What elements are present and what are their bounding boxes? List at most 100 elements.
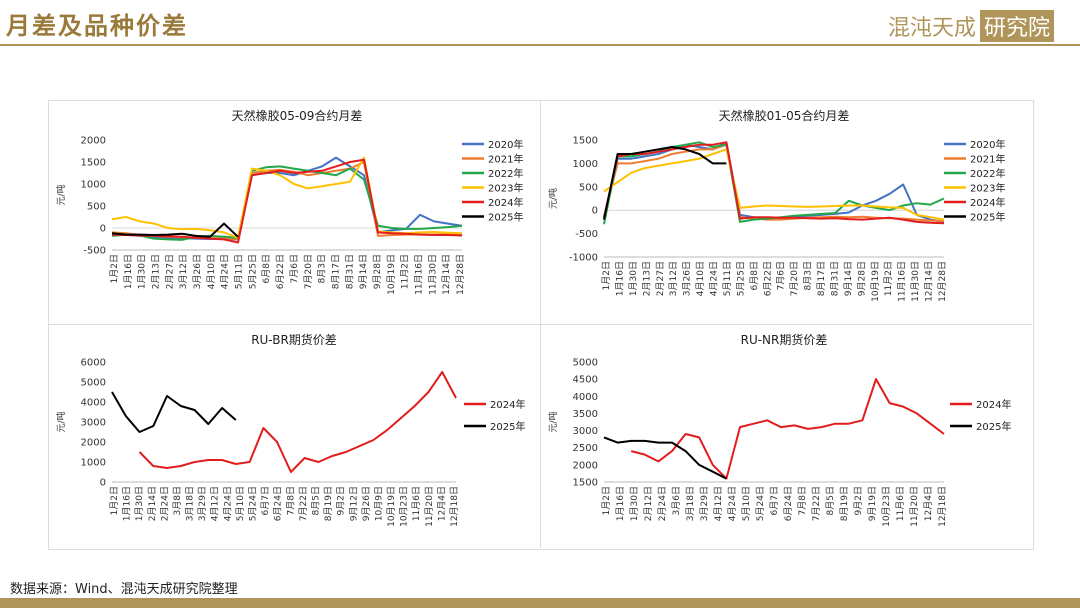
- x-tick-label: 5月10日: [741, 486, 752, 521]
- x-tick-label: 6月24日: [783, 486, 794, 521]
- x-tick-label: 12月4日: [436, 486, 447, 521]
- x-tick-label: 3月26日: [682, 261, 693, 296]
- y-tick-label: 0: [100, 478, 106, 489]
- legend-label: 2025年: [970, 211, 1005, 224]
- x-tick-label: 3月12日: [668, 261, 679, 296]
- x-tick-label: 1月16日: [614, 261, 625, 296]
- x-tick-label: 3月6日: [671, 486, 682, 515]
- y-tick-label: -500: [83, 246, 106, 257]
- x-tick-label: 6月24日: [273, 486, 284, 521]
- x-tick-label: 9月28日: [856, 261, 867, 296]
- x-tick-label: 3月29日: [699, 486, 710, 521]
- x-tick-label: 10月23日: [881, 486, 892, 527]
- x-tick-label: 1月2日: [601, 486, 612, 515]
- x-tick-label: 11月30日: [427, 254, 438, 295]
- x-tick-label: 9月26日: [361, 486, 372, 521]
- x-tick-label: 3月29日: [197, 486, 208, 521]
- legend-label: 2021年: [488, 153, 523, 166]
- y-tick-label: 3500: [573, 409, 598, 420]
- y-tick-label: 1500: [573, 136, 598, 147]
- x-tick-label: 2月13日: [151, 254, 162, 289]
- x-tick-label: 9月14日: [358, 254, 369, 289]
- x-tick-label: 2月12日: [643, 486, 654, 521]
- x-tick-label: 2月27日: [655, 261, 666, 296]
- x-tick-label: 6月8日: [749, 261, 760, 290]
- legend-label: 2024年: [488, 196, 523, 209]
- series-line: [111, 158, 463, 244]
- x-tick-label: 7月8日: [285, 486, 296, 515]
- x-tick-label: 12月18日: [937, 486, 948, 527]
- y-tick-label: 2500: [573, 443, 598, 454]
- x-tick-label: 8月17日: [816, 261, 827, 296]
- x-tick-label: 4月24日: [727, 486, 738, 521]
- legend-label: 2025年: [976, 420, 1011, 433]
- x-tick-label: 11月6日: [411, 486, 422, 521]
- x-tick-label: 7月22日: [298, 486, 309, 521]
- x-tick-label: 7月22日: [811, 486, 822, 521]
- brand-box: 研究院: [979, 10, 1054, 42]
- y-tick-label: 4000: [81, 398, 106, 409]
- y-tick-label: 4000: [573, 392, 598, 403]
- y-tick-label: 500: [87, 202, 106, 213]
- x-tick-label: 1月16日: [122, 486, 133, 521]
- x-tick-label: 3月26日: [192, 254, 203, 289]
- x-tick-label: 7月6日: [289, 254, 300, 283]
- x-tick-label: 9月14日: [843, 261, 854, 296]
- y-tick-label: 0: [100, 224, 106, 235]
- x-tick-label: 11月6日: [895, 486, 906, 521]
- brand-logo: 混沌天成 研究院: [888, 10, 1054, 42]
- x-tick-label: 4月24日: [222, 486, 233, 521]
- x-tick-label: 10月19日: [870, 261, 881, 302]
- chart-panel: [48, 100, 1034, 550]
- x-tick-label: 8月5日: [825, 486, 836, 515]
- series-line: [630, 378, 945, 480]
- y-tick-label: 0: [592, 206, 598, 217]
- chart-title: RU-BR期货价差: [251, 332, 337, 347]
- legend-label: 2022年: [970, 167, 1005, 180]
- y-axis-label: 元/吨: [547, 411, 559, 432]
- x-tick-label: 11月2日: [883, 261, 894, 296]
- x-tick-label: 8月31日: [344, 254, 355, 289]
- legend-label: 2023年: [970, 182, 1005, 195]
- series-line: [138, 371, 457, 473]
- series-line: [111, 222, 239, 238]
- x-tick-label: 6月7日: [260, 486, 271, 515]
- y-tick-label: 1000: [81, 180, 106, 191]
- y-axis-label: 元/吨: [547, 188, 559, 209]
- source-note: 数据来源：Wind、混沌天成研究院整理: [10, 582, 238, 597]
- x-tick-label: 11月20日: [424, 486, 435, 527]
- x-tick-label: 8月19日: [839, 486, 850, 521]
- series-line: [111, 165, 463, 241]
- x-tick-label: 1月2日: [601, 261, 612, 290]
- series-line: [603, 148, 945, 221]
- legend-label: 2022年: [488, 167, 523, 180]
- chart-title: 天然橡胶05-09合约月差: [232, 108, 363, 123]
- x-tick-label: 2月24日: [657, 486, 668, 521]
- legend-label: 2021年: [970, 153, 1005, 166]
- x-tick-label: 6月7日: [769, 486, 780, 515]
- x-tick-label: 10月23日: [399, 486, 410, 527]
- x-tick-label: 6月22日: [762, 261, 773, 296]
- series-line: [111, 391, 237, 433]
- x-tick-label: 5月10日: [235, 486, 246, 521]
- x-tick-label: 1月30日: [137, 254, 148, 289]
- x-tick-label: 4月24日: [709, 261, 720, 296]
- y-tick-label: 500: [579, 182, 598, 193]
- x-tick-label: 1月30日: [629, 486, 640, 521]
- x-tick-label: 3月18日: [185, 486, 196, 521]
- x-tick-label: 11月20日: [909, 486, 920, 527]
- legend-label: 2025年: [488, 211, 523, 224]
- x-tick-label: 2月27日: [164, 254, 175, 289]
- y-axis-label: 元/吨: [55, 184, 67, 205]
- header-divider: [0, 44, 1080, 46]
- x-tick-label: 11月2日: [400, 254, 411, 289]
- x-tick-label: 7月20日: [789, 261, 800, 296]
- chart-title: 天然橡胶01-05合约月差: [719, 108, 850, 123]
- x-tick-label: 3月12日: [178, 254, 189, 289]
- legend-label: 2024年: [976, 398, 1011, 411]
- legend-label: 2020年: [970, 138, 1005, 151]
- x-tick-label: 1月30日: [134, 486, 145, 521]
- x-tick-label: 9月12日: [348, 486, 359, 521]
- x-tick-label: 1月30日: [628, 261, 639, 296]
- y-tick-label: -500: [575, 229, 598, 240]
